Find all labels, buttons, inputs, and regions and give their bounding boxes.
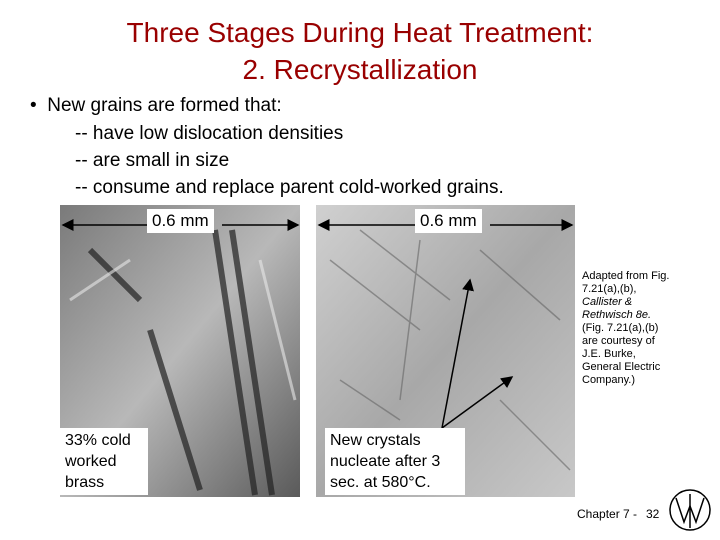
caption-line: Callister & bbox=[582, 296, 633, 308]
footer-chapter: Chapter 7 - bbox=[577, 507, 638, 521]
image-label: 33% cold worked brass bbox=[60, 428, 148, 495]
sub-item: -- are small in size bbox=[75, 150, 230, 171]
title-line: 2. Recrystallization bbox=[242, 54, 478, 85]
caption: Adapted from Fig. 7.21(a),(b), Callister… bbox=[582, 270, 669, 387]
caption-line: J.E. Burke, bbox=[582, 348, 636, 360]
scale-label: 0.6 mm bbox=[415, 209, 482, 233]
sub-item: -- consume and replace parent cold-worke… bbox=[75, 177, 504, 198]
caption-line: 7.21(a),(b), bbox=[582, 283, 637, 295]
caption-line: Company.) bbox=[582, 374, 635, 386]
caption-line: Adapted from Fig. bbox=[582, 270, 670, 282]
caption-line: Rethwisch 8e. bbox=[582, 309, 652, 321]
publisher-logo bbox=[669, 489, 711, 531]
caption-line: are courtesy of bbox=[582, 335, 655, 347]
caption-line: General Electric bbox=[582, 361, 661, 373]
caption-line: (Fig. 7.21(a),(b) bbox=[582, 322, 659, 334]
image-label: New crystals nucleate after 3 sec. at 58… bbox=[325, 428, 465, 495]
bullet-text: New grains are formed that: bbox=[47, 95, 282, 116]
bullet: • New grains are formed that: bbox=[30, 95, 282, 116]
scale-label: 0.6 mm bbox=[147, 209, 214, 233]
page-number: 32 bbox=[646, 507, 660, 521]
sub-item: -- have low dislocation densities bbox=[75, 123, 344, 144]
title-line: Three Stages During Heat Treatment: bbox=[126, 17, 594, 48]
